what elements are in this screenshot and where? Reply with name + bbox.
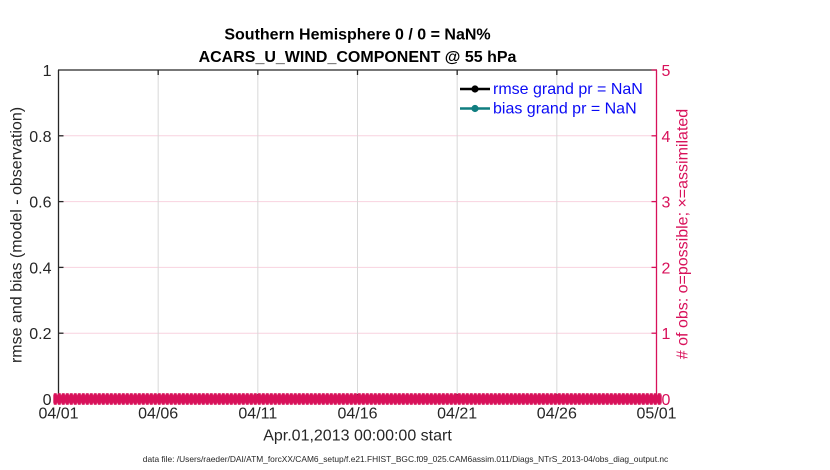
svg-text:1: 1 bbox=[43, 63, 52, 80]
svg-text:4: 4 bbox=[662, 129, 671, 146]
svg-text:bias grand pr = NaN: bias grand pr = NaN bbox=[493, 100, 637, 117]
svg-text:04/06: 04/06 bbox=[138, 406, 178, 423]
svg-text:Apr.01,2013 00:00:00 start: Apr.01,2013 00:00:00 start bbox=[263, 428, 452, 445]
svg-text:04/26: 04/26 bbox=[537, 406, 577, 423]
svg-text:0.2: 0.2 bbox=[29, 326, 51, 343]
svg-text:04/11: 04/11 bbox=[238, 406, 277, 423]
svg-text:0: 0 bbox=[43, 392, 52, 409]
svg-text:2: 2 bbox=[662, 260, 671, 277]
svg-text:ACARS_U_WIND_COMPONENT @ 55 hP: ACARS_U_WIND_COMPONENT @ 55 hPa bbox=[199, 49, 517, 66]
svg-text:04/16: 04/16 bbox=[337, 406, 377, 423]
svg-text:0.6: 0.6 bbox=[29, 195, 51, 212]
svg-text:rmse and bias (model - observa: rmse and bias (model - observation) bbox=[9, 107, 26, 363]
svg-text:0: 0 bbox=[662, 392, 671, 409]
svg-text:data file: /Users/raeder/DAI/A: data file: /Users/raeder/DAI/ATM_forcXX/… bbox=[143, 454, 668, 464]
svg-text:3: 3 bbox=[662, 195, 671, 212]
svg-text:1: 1 bbox=[662, 326, 671, 343]
svg-text:# of obs: o=possible; ×=assimi: # of obs: o=possible; ×=assimilated bbox=[675, 109, 692, 359]
svg-text:0.8: 0.8 bbox=[29, 129, 51, 146]
svg-text:5: 5 bbox=[662, 63, 671, 80]
svg-text:04/01: 04/01 bbox=[38, 406, 78, 423]
svg-text:05/01: 05/01 bbox=[636, 406, 676, 423]
svg-text:rmse grand pr = NaN: rmse grand pr = NaN bbox=[493, 81, 643, 98]
svg-text:Southern Hemisphere 0 / 0 = Na: Southern Hemisphere 0 / 0 = NaN% bbox=[224, 27, 490, 44]
svg-text:0.4: 0.4 bbox=[29, 260, 51, 277]
svg-text:04/21: 04/21 bbox=[437, 406, 477, 423]
